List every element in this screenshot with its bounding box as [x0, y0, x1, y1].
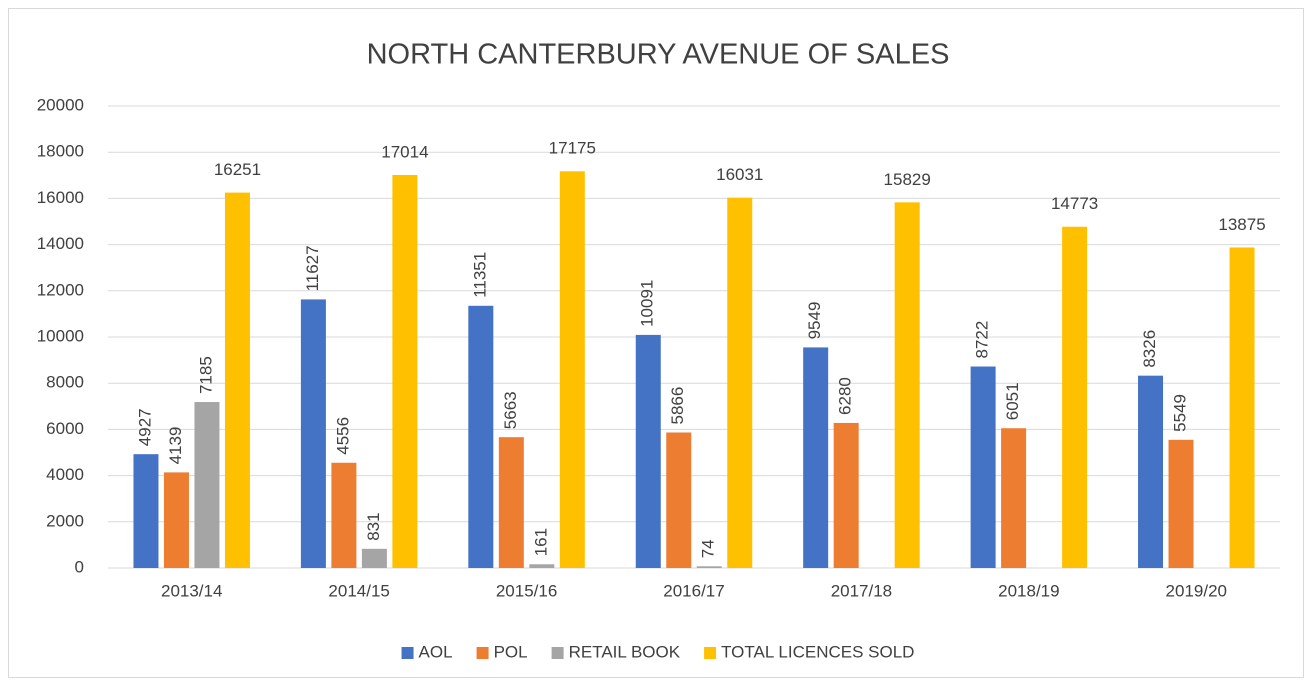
bar: [1229, 247, 1255, 569]
bar: [498, 437, 524, 568]
x-tick-label: 2017/18: [831, 581, 892, 600]
data-label: 161: [531, 528, 550, 556]
data-label: 15829: [884, 170, 931, 189]
y-tick-label: 8000: [46, 373, 84, 392]
bar: [970, 366, 996, 568]
legend-label: RETAIL BOOK: [569, 642, 681, 661]
y-tick-label: 4000: [46, 465, 84, 484]
bar: [666, 432, 692, 568]
bar: [559, 171, 585, 568]
y-tick-label: 18000: [37, 142, 84, 161]
data-label: 6051: [1003, 382, 1022, 420]
bar: [1001, 428, 1027, 568]
data-label: 5663: [501, 391, 520, 429]
data-label: 8722: [973, 321, 992, 359]
legend-swatch: [401, 647, 414, 659]
data-label: 4927: [135, 408, 154, 446]
bar: [635, 334, 661, 568]
legend-swatch: [551, 647, 564, 659]
data-label: 16251: [214, 160, 261, 179]
data-label: 7185: [196, 356, 215, 394]
bar: [163, 472, 189, 568]
bar: [529, 564, 555, 568]
x-tick-label: 2019/20: [1166, 581, 1227, 600]
bar: [468, 305, 494, 568]
x-tick-label: 2015/16: [496, 581, 557, 600]
y-tick-label: 10000: [37, 326, 84, 345]
bar: [392, 174, 418, 568]
data-label: 16031: [716, 165, 763, 184]
bar: [331, 462, 357, 568]
bar: [1138, 375, 1164, 568]
bar: [194, 402, 220, 568]
legend-label: POL: [494, 642, 528, 661]
bar: [361, 548, 387, 568]
x-tick-label: 2014/15: [328, 581, 389, 600]
data-label: 5549: [1171, 394, 1190, 432]
data-label: 17175: [549, 139, 596, 158]
data-label: 5866: [668, 387, 687, 425]
y-tick-label: 2000: [46, 511, 84, 530]
x-tick-label: 2013/14: [161, 581, 222, 600]
legend-swatch: [704, 647, 717, 659]
data-label: 11627: [303, 245, 322, 291]
data-label: 11351: [470, 252, 489, 298]
data-label: 6280: [836, 377, 855, 415]
bar: [1062, 226, 1088, 568]
y-tick-label: 14000: [37, 234, 84, 253]
data-label: 10091: [638, 280, 657, 327]
y-tick-label: 6000: [46, 419, 84, 438]
bar: [300, 299, 326, 568]
legend-swatch: [476, 647, 489, 659]
bar: [727, 197, 753, 568]
bar: [224, 192, 250, 568]
data-label: 74: [699, 539, 718, 558]
data-label: 4139: [166, 427, 185, 465]
data-label: 17014: [381, 142, 428, 161]
data-label: 8326: [1140, 330, 1159, 368]
y-tick-label: 20000: [37, 95, 84, 114]
y-tick-label: 12000: [37, 280, 84, 299]
bar: [833, 422, 859, 568]
bar: [894, 202, 920, 568]
bar: [133, 454, 159, 568]
chart-title: NORTH CANTERBURY AVENUE OF SALES: [367, 39, 950, 71]
legend-label: AOL: [419, 642, 453, 661]
data-label: 9549: [805, 302, 824, 340]
data-label: 4556: [333, 417, 352, 455]
x-tick-label: 2016/17: [663, 581, 724, 600]
x-tick-label: 2018/19: [998, 581, 1059, 600]
bar: [803, 347, 829, 568]
bar: [1168, 439, 1194, 568]
data-label: 14773: [1051, 194, 1098, 213]
y-tick-label: 16000: [37, 188, 84, 207]
y-tick-label: 0: [75, 557, 84, 576]
data-label: 13875: [1218, 215, 1265, 234]
legend-label: TOTAL LICENCES SOLD: [721, 642, 914, 661]
data-label: 831: [364, 512, 383, 540]
bar: [696, 566, 722, 568]
